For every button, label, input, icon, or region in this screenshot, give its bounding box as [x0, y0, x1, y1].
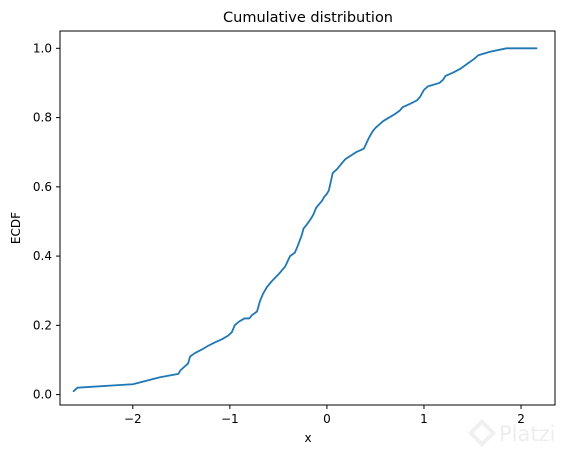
data-point — [227, 335, 229, 337]
y-tick-label: 1.0 — [33, 41, 52, 55]
data-point — [289, 255, 291, 257]
data-point — [339, 165, 341, 167]
plot-area — [59, 30, 556, 406]
data-point — [234, 325, 236, 327]
data-point — [332, 172, 334, 174]
data-point — [284, 266, 286, 268]
data-point — [328, 189, 330, 191]
data-point — [256, 311, 258, 313]
chart-title: Cumulative distribution — [223, 10, 393, 26]
data-point — [520, 48, 522, 50]
data-point — [439, 82, 441, 84]
data-point — [77, 387, 79, 389]
x-tick-label: 2 — [517, 412, 525, 426]
x-axis: −2 −1 0 1 2 — [124, 405, 525, 426]
data-point — [73, 390, 75, 392]
watermark-text: Platzi — [499, 422, 555, 446]
data-point — [221, 338, 223, 340]
data-point — [303, 228, 305, 230]
data-point — [323, 196, 325, 198]
data-point — [375, 127, 377, 129]
data-point — [207, 345, 209, 347]
data-point — [297, 245, 299, 247]
data-point — [238, 321, 240, 323]
data-point — [419, 96, 421, 98]
data-point — [342, 162, 344, 164]
data-point — [180, 370, 182, 372]
data-point — [321, 200, 323, 202]
data-point — [159, 376, 161, 378]
data-point — [469, 61, 471, 63]
data-point — [294, 252, 296, 254]
series-layer — [72, 47, 538, 393]
x-tick-label: −1 — [221, 412, 239, 426]
y-axis-label: ECDF — [9, 212, 23, 244]
data-point — [345, 158, 347, 160]
data-point — [399, 110, 401, 112]
data-point — [388, 117, 390, 119]
data-point — [410, 103, 412, 105]
data-point — [313, 214, 315, 216]
data-point — [394, 113, 396, 115]
data-point — [445, 75, 447, 77]
y-tick-label: 0.6 — [33, 180, 52, 194]
data-point — [363, 148, 365, 150]
data-point — [187, 363, 189, 365]
data-point — [379, 124, 381, 126]
x-axis-label: x — [304, 431, 311, 445]
data-point — [336, 169, 338, 171]
plot-frame — [59, 30, 556, 406]
data-point — [279, 273, 281, 275]
data-point — [318, 203, 320, 205]
data-point — [478, 54, 480, 56]
data-point — [474, 58, 476, 60]
y-tick-label: 0.2 — [33, 318, 52, 332]
data-point — [189, 356, 191, 358]
data-point — [244, 318, 246, 320]
data-point — [459, 68, 461, 70]
y-tick-label: 0.0 — [33, 388, 52, 402]
data-point — [194, 352, 196, 354]
data-point — [427, 86, 429, 88]
y-axis: 0.0 0.2 0.4 0.6 0.8 1.0 — [33, 41, 60, 402]
data-point — [355, 151, 357, 153]
data-point — [214, 342, 216, 344]
data-point — [536, 48, 538, 50]
platzi-logo-icon — [467, 418, 497, 448]
data-point — [368, 138, 370, 140]
data-point — [315, 207, 317, 209]
series-line-0 — [72, 47, 538, 393]
data-point — [132, 383, 134, 385]
data-point — [489, 51, 491, 53]
data-point — [178, 373, 180, 375]
y-tick-label: 0.8 — [33, 111, 52, 125]
data-point — [326, 193, 328, 195]
data-point — [301, 235, 303, 237]
data-point — [382, 120, 384, 122]
data-point — [443, 79, 445, 81]
data-point — [251, 314, 253, 316]
data-point — [306, 224, 308, 226]
data-point — [201, 349, 203, 351]
data-point — [259, 300, 261, 302]
data-point — [248, 318, 250, 320]
data-point — [272, 280, 274, 282]
data-point — [311, 217, 313, 219]
data-point — [262, 293, 264, 295]
x-tick-label: 0 — [323, 412, 331, 426]
data-point — [231, 331, 233, 333]
x-tick-label: −2 — [124, 412, 142, 426]
data-point — [372, 131, 374, 133]
data-point — [452, 72, 454, 74]
y-tick-label: 0.4 — [33, 249, 52, 263]
data-point — [402, 106, 404, 108]
platzi-watermark: Platzi — [467, 418, 555, 448]
data-point — [266, 286, 268, 288]
x-tick-label: 1 — [420, 412, 428, 426]
data-point — [423, 89, 425, 91]
data-point — [506, 48, 508, 50]
data-point — [416, 99, 418, 101]
